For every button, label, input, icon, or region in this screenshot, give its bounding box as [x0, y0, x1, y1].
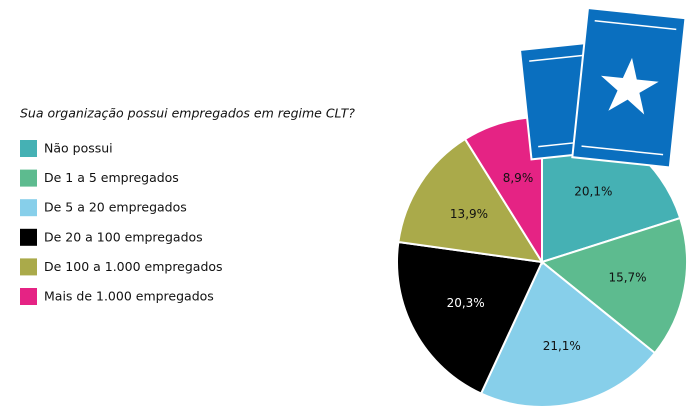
booklet-icons: [518, 6, 687, 169]
legend-swatch: [20, 140, 37, 157]
legend-swatch: [20, 169, 37, 187]
slice-label: 13,9%: [450, 207, 488, 221]
slice-label: 20,3%: [447, 296, 485, 310]
legend-label: Não possui: [44, 141, 113, 156]
legend: Não possui De 1 a 5 empregados De 5 a 20 e…: [20, 140, 223, 305]
pie-slice: [479, 260, 657, 408]
slice-label: 20,1%: [574, 184, 612, 198]
pie-slice: [396, 240, 544, 395]
legend-swatch: [20, 258, 37, 276]
legend-swatch: [20, 228, 37, 246]
slice-label: 15,7%: [608, 271, 646, 285]
pie-slice: [397, 137, 544, 264]
pie-slice: [539, 216, 688, 355]
legend-label: De 100 a 1.000 empregados: [44, 259, 223, 274]
legend-label: De 20 a 100 empregados: [44, 229, 203, 244]
legend-label: Mais de 1.000 empregados: [44, 289, 214, 304]
slice-label: 21,1%: [543, 339, 581, 353]
chart-title: Sua organização possui empregados em reg…: [20, 106, 355, 121]
legend-swatch: [20, 199, 37, 217]
legend-swatch: [20, 288, 37, 305]
pie: 20,1% 15,7% 21,1% 20,3% 13,9% 8,9%: [396, 115, 688, 408]
slice-label: 8,9%: [503, 171, 534, 185]
legend-label: De 5 a 20 empregados: [44, 200, 187, 215]
legend-label: De 1 a 5 empregados: [44, 170, 179, 185]
